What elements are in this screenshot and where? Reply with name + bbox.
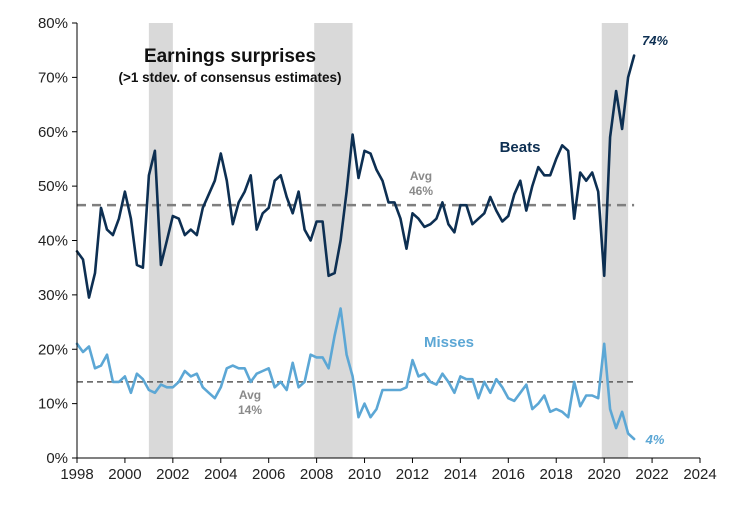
- beats-avg-label-line1: Avg: [410, 169, 432, 183]
- misses-avg-label-line2: 14%: [238, 403, 262, 417]
- y-tick-label: 20%: [38, 341, 68, 358]
- x-tick-label: 1998: [60, 466, 93, 483]
- y-tick-label: 80%: [38, 15, 68, 32]
- y-tick-label: 40%: [38, 233, 68, 250]
- misses-end-label: 4%: [645, 432, 665, 447]
- series-line-beats: [75, 54, 636, 299]
- x-tick-label: 2022: [635, 466, 668, 483]
- chart-subtitle: (>1 stdev. of consensus estimates): [119, 70, 342, 85]
- misses-avg-label-line1: Avg: [239, 388, 261, 402]
- x-tick-label: 2004: [204, 466, 237, 483]
- x-tick-label: 2016: [492, 466, 525, 483]
- y-tick-labels: 0% 10% 20% 30% 40% 50% 60% 70% 80%: [38, 15, 68, 467]
- x-tick-label: 2006: [252, 466, 285, 483]
- x-tick-label: 2002: [156, 466, 189, 483]
- recession-shading: [148, 23, 629, 458]
- misses-series-label: Misses: [424, 334, 474, 351]
- average-lines: [77, 203, 635, 383]
- y-tick-label: 30%: [38, 287, 68, 304]
- recession-band-1: [314, 23, 353, 458]
- x-tick-label: 2000: [108, 466, 141, 483]
- x-tick-label: 2020: [587, 466, 620, 483]
- x-tick-label: 2010: [348, 466, 381, 483]
- y-tick-label: 0%: [46, 450, 68, 467]
- x-tick-label: 2008: [300, 466, 333, 483]
- x-tick-label: 2018: [540, 466, 573, 483]
- series-lines: [75, 54, 636, 441]
- x-tick-label: 2024: [683, 466, 716, 483]
- series-line-misses: [75, 307, 636, 441]
- y-tick-label: 50%: [38, 178, 68, 195]
- beats-series-label: Beats: [500, 139, 541, 156]
- chart-title: Earnings surprises: [144, 46, 316, 67]
- x-tick-label: 2014: [444, 466, 477, 483]
- axes: [72, 22, 701, 463]
- y-tick-label: 10%: [38, 396, 68, 413]
- y-tick-label: 60%: [38, 124, 68, 141]
- x-tick-labels: 1998 2000 2002 2004 2006 2008 2010 2012 2014 2016…: [60, 466, 716, 483]
- beats-end-label: 74%: [642, 33, 668, 48]
- beats-avg-label-line2: 46%: [409, 184, 433, 198]
- x-tick-label: 2012: [396, 466, 429, 483]
- y-tick-label: 70%: [38, 69, 68, 86]
